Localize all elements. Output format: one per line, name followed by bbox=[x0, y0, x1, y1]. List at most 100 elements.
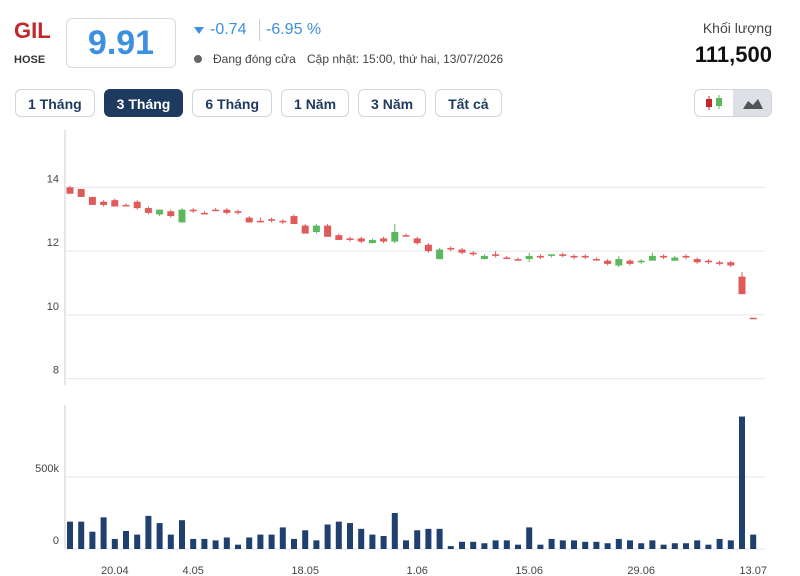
candle-body bbox=[749, 317, 757, 320]
candle-body bbox=[301, 225, 309, 234]
candle-body bbox=[290, 216, 298, 225]
volume-bar bbox=[638, 543, 645, 549]
candle-body bbox=[615, 259, 623, 266]
volume-bar bbox=[347, 523, 353, 549]
candle-icon[interactable] bbox=[695, 90, 733, 116]
candle-body bbox=[100, 201, 108, 205]
candle-body bbox=[335, 235, 343, 240]
candle-body bbox=[458, 249, 466, 253]
volume-bar bbox=[739, 416, 745, 549]
volume-bar bbox=[212, 540, 219, 549]
down-arrow bbox=[194, 27, 204, 34]
range-tab[interactable]: 3 Năm bbox=[358, 89, 427, 117]
candle-body bbox=[144, 208, 152, 213]
range-tab[interactable]: 1 Tháng bbox=[15, 89, 95, 117]
x-tick-label: 1.06 bbox=[406, 565, 427, 576]
volume-bar bbox=[705, 544, 712, 549]
volume-bar bbox=[414, 530, 421, 549]
volume-bar bbox=[235, 544, 241, 549]
volume-bar bbox=[481, 543, 488, 549]
candle-body bbox=[559, 254, 567, 256]
candle-body bbox=[671, 257, 679, 261]
volume-bar bbox=[526, 527, 533, 549]
x-tick-label: 15.06 bbox=[515, 565, 543, 576]
candle-body bbox=[66, 187, 74, 194]
volume-bar bbox=[380, 536, 387, 549]
volume-bar bbox=[145, 515, 152, 549]
volume-bar bbox=[167, 534, 174, 549]
candle-body bbox=[503, 257, 511, 259]
volume-bar bbox=[694, 540, 701, 549]
volume-bar bbox=[627, 540, 633, 549]
candle-body bbox=[704, 260, 712, 263]
candle-body bbox=[200, 212, 208, 215]
candle-body bbox=[324, 225, 332, 237]
range-tab[interactable]: 6 Tháng bbox=[192, 89, 273, 117]
volume-bar bbox=[671, 543, 678, 549]
x-tick-label: 20.04 bbox=[101, 565, 129, 576]
candle-body bbox=[492, 254, 500, 256]
volume-bar bbox=[313, 540, 320, 549]
volume-bar bbox=[716, 538, 723, 549]
range-tab[interactable]: 1 Năm bbox=[281, 89, 350, 117]
volume-bar bbox=[67, 521, 73, 549]
volume-bar bbox=[503, 540, 510, 549]
x-tick-label: 29.06 bbox=[627, 565, 655, 576]
candle-body bbox=[525, 255, 533, 260]
candle-body bbox=[357, 238, 365, 242]
candle-body bbox=[693, 259, 701, 263]
candle-body bbox=[156, 209, 164, 215]
candle-body bbox=[88, 196, 96, 205]
range-tab[interactable]: Tất cả bbox=[435, 89, 502, 117]
range-tab[interactable]: 3 Tháng bbox=[103, 89, 184, 117]
area-icon[interactable] bbox=[733, 90, 772, 116]
volume-bar bbox=[459, 541, 465, 549]
volume-label: Khối lượng bbox=[702, 20, 772, 36]
volume-bar bbox=[615, 538, 622, 549]
volume-bar bbox=[279, 527, 286, 549]
candle-body bbox=[716, 262, 724, 264]
volume-bar bbox=[604, 543, 611, 549]
status-dot bbox=[194, 55, 202, 63]
volume-bar bbox=[246, 537, 253, 549]
change-percent: -6.95 % bbox=[266, 21, 322, 38]
candle-body bbox=[178, 209, 186, 223]
candle-body bbox=[402, 235, 410, 237]
candle-body bbox=[592, 259, 600, 261]
volume-bar bbox=[123, 531, 129, 549]
volume-bar bbox=[100, 517, 107, 549]
candle-body bbox=[167, 211, 175, 217]
candle-body bbox=[514, 259, 522, 261]
candle-body bbox=[223, 209, 231, 213]
price: 9.91 bbox=[66, 18, 176, 68]
status: Đang đóng cửa bbox=[213, 52, 296, 66]
volume-bar bbox=[358, 528, 365, 549]
volume-bar bbox=[425, 528, 432, 549]
volume-bar bbox=[436, 528, 443, 549]
candle-body bbox=[682, 255, 690, 258]
candle-body bbox=[436, 249, 444, 260]
volume-bar bbox=[750, 534, 757, 549]
candle-body bbox=[604, 260, 612, 264]
candle-body bbox=[312, 225, 320, 232]
symbol: GIL bbox=[14, 18, 51, 43]
y-tick-label: 10 bbox=[47, 301, 59, 313]
candle-body bbox=[122, 204, 130, 207]
candle-body bbox=[279, 220, 287, 223]
candle-body bbox=[245, 217, 253, 223]
volume-bar bbox=[201, 538, 208, 549]
volume-bar bbox=[660, 544, 667, 549]
candle-body bbox=[189, 209, 197, 212]
volume-bar bbox=[78, 521, 85, 549]
candle-body bbox=[570, 255, 578, 258]
volume-bar bbox=[515, 544, 521, 549]
y-tick-label: 8 bbox=[53, 365, 59, 377]
candle-body bbox=[133, 201, 141, 209]
volume-bar bbox=[134, 534, 141, 549]
candle-body bbox=[648, 255, 656, 261]
candle-body bbox=[268, 219, 276, 221]
volume-bar bbox=[447, 546, 454, 549]
candle-body bbox=[391, 232, 399, 242]
candle-body bbox=[77, 188, 85, 197]
